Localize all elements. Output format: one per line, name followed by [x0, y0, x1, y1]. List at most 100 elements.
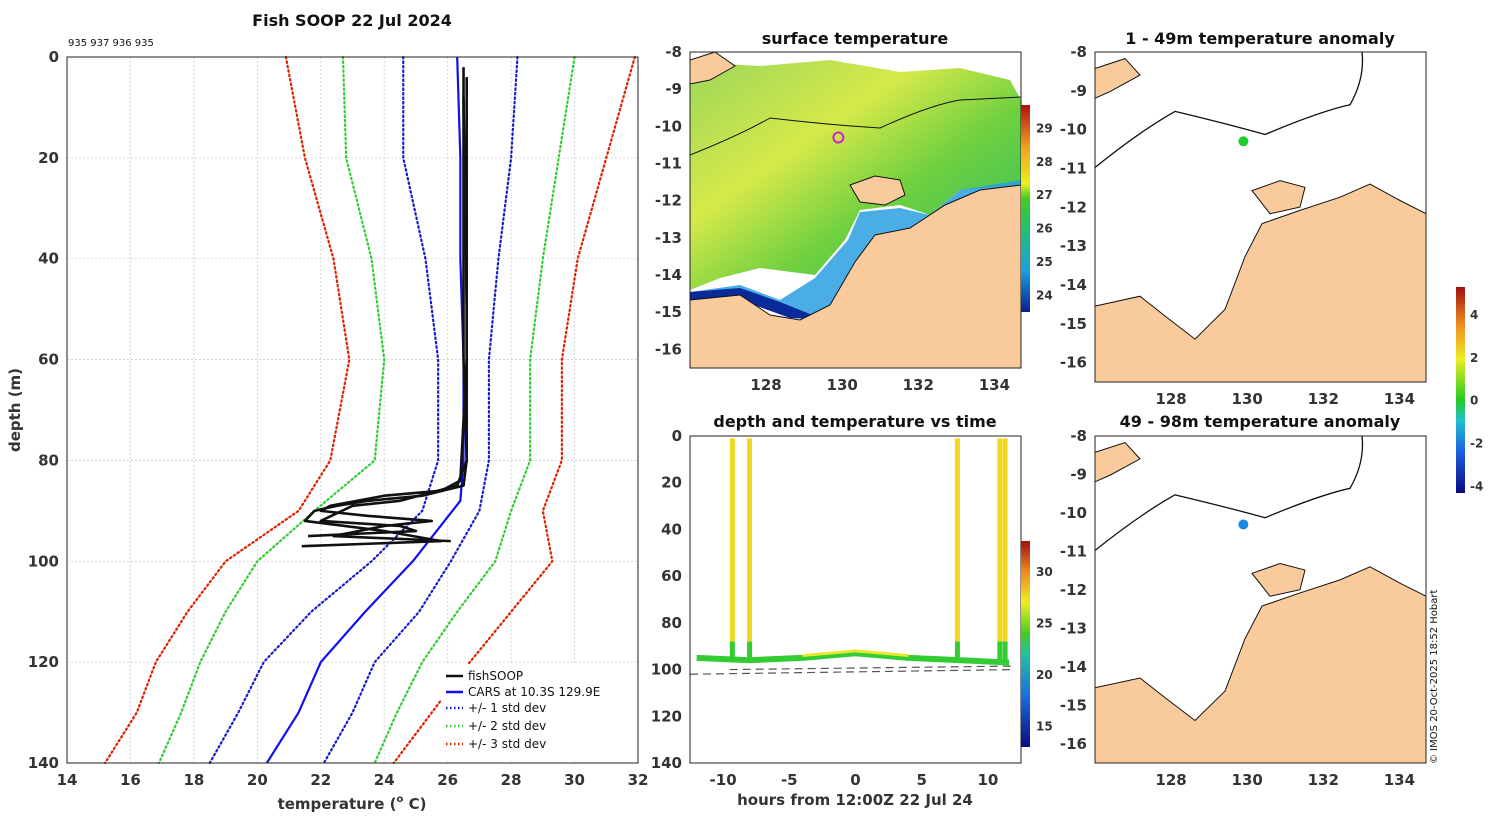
- depth-time-bottom-track-warm: [802, 649, 909, 658]
- profile-ylabel: depth (m): [6, 368, 24, 452]
- depth-time-colorbar-tick-label: 20: [1036, 668, 1053, 682]
- anomaly-1-49-shelf-contour: [1094, 51, 1364, 169]
- anomaly-colorbar-tick-label: -2: [1470, 437, 1483, 451]
- sst-y-tick-label: -14: [655, 266, 682, 284]
- profile-series--2-std-dev: [373, 55, 576, 765]
- sst-y-tick-label: -12: [655, 192, 682, 210]
- legend-std2: +/- 2 std dev: [468, 719, 546, 733]
- depth-time-y-tick-label: 100: [651, 661, 682, 679]
- sst-colorbar-tick-label: 24: [1036, 288, 1053, 302]
- anomaly-1-49-x-tick-label: 132: [1308, 390, 1339, 408]
- anomaly-1-49-y-tick-label: -9: [1070, 82, 1087, 100]
- anomaly-49-98-y-tick-label: -14: [1060, 658, 1087, 676]
- profile-x-tick-label: 26: [437, 771, 458, 789]
- profile-series-fishsoop: [319, 77, 469, 543]
- profile-x-tick-label: 24: [374, 771, 395, 789]
- sst-shelf-contour: [690, 96, 1021, 156]
- depth-time-x-tick-label: 10: [977, 771, 998, 789]
- depth-time-title: depth and temperature vs time: [713, 412, 996, 431]
- depth-time-y-tick-label: 120: [651, 707, 682, 725]
- anomaly-49-98-title: 49 - 98m temperature anomaly: [1120, 412, 1401, 431]
- sst-y-tick-label: -10: [655, 117, 682, 135]
- sst-colorbar-tick-label: 25: [1036, 255, 1053, 269]
- sst-y-tick-label: -8: [665, 43, 682, 61]
- anomaly-1-49-y-tick-label: -12: [1060, 198, 1087, 216]
- anomaly-49-98-x-tick-label: 130: [1232, 771, 1263, 789]
- anomaly-colorbar-tick-label: 2: [1470, 351, 1478, 365]
- profile-y-tick-label: 60: [38, 351, 59, 369]
- sst-map-panel: surface temperature: [655, 29, 1053, 394]
- profile-series--2-std-dev: [157, 55, 386, 765]
- anomaly-49-98-y-tick-label: -10: [1060, 504, 1087, 522]
- anomaly-49-98-x-tick-label: 128: [1155, 771, 1186, 789]
- profile-x-tick-label: 28: [501, 771, 522, 789]
- anomaly-1-49-island: [1251, 180, 1306, 215]
- anomaly-colorbar-tick-label: 0: [1470, 394, 1478, 408]
- anomaly-1-49-x-tick-label: 128: [1155, 390, 1186, 408]
- depth-time-y-tick-label: 140: [651, 754, 682, 772]
- profile-series-fishsoop: [308, 97, 469, 538]
- depth-time-bottom-line: [689, 668, 1015, 675]
- profile-y-tick-label: 140: [28, 754, 59, 772]
- profile-x-tick-label: 30: [564, 771, 585, 789]
- depth-time-panel: depth and temperature vs time -10 -5 0 5 100…: [651, 412, 1053, 809]
- sst-x-tick-label: 134: [979, 376, 1010, 394]
- anomaly-49-98-y-tick-label: -13: [1060, 619, 1087, 637]
- sst-y-tick-label: -9: [665, 80, 682, 98]
- profile-y-tick-label: 0: [49, 48, 59, 66]
- sst-island: [849, 175, 906, 206]
- anomaly-49-98-anomaly-point: [1238, 519, 1249, 530]
- profile-axes-box: [66, 56, 639, 764]
- anomaly-1-49-y-tick-label: -15: [1060, 315, 1087, 333]
- sst-colorbar-tick-label: 29: [1036, 121, 1053, 135]
- depth-time-y-tick-label: 80: [661, 614, 682, 632]
- profile-x-tick-label: 22: [310, 771, 331, 789]
- anomaly-1-49-y-tick-label: -16: [1060, 354, 1087, 372]
- sst-title: surface temperature: [762, 29, 949, 48]
- profile-series--1-std-dev: [208, 55, 440, 765]
- depth-time-x-tick-label: -5: [781, 771, 798, 789]
- sst-y-tick-label: -15: [655, 303, 682, 321]
- profile-x-tick-label: 20: [247, 771, 268, 789]
- profile-series--3-std-dev: [103, 55, 351, 765]
- anomaly-49-98-y-tick-label: -11: [1060, 542, 1087, 560]
- anomaly-49-98-panel: 49 - 98m temperature anomaly 128 130 132 13…: [1060, 287, 1483, 789]
- sst-colorbar-tick-label: 26: [1036, 222, 1053, 236]
- anomaly-colorbar-tick-label: -4: [1470, 480, 1483, 494]
- anomaly-1-49-y-tick-label: -11: [1060, 159, 1087, 177]
- profile-series--3-std-dev: [392, 55, 636, 765]
- profile-series-cars-at-10-3s-129-9e: [265, 56, 465, 764]
- sst-north-land: [690, 52, 736, 85]
- anomaly-1-49-y-tick-label: -8: [1070, 43, 1087, 61]
- anomaly-49-98-y-tick-label: -9: [1070, 465, 1087, 483]
- sst-land: [690, 184, 1021, 368]
- profile-series--1-std-dev: [322, 55, 519, 765]
- anomaly-1-49-panel: 1 - 49m temperature anomaly 128 130 132 134…: [1060, 29, 1427, 408]
- anomaly-49-98-y-tick-label: -15: [1060, 696, 1087, 714]
- anomaly-1-49-x-tick-label: 134: [1384, 390, 1415, 408]
- profile-x-tick-label: 16: [120, 771, 141, 789]
- profile-subtitle: 935 937 936 935: [68, 38, 154, 49]
- profile-y-tick-label: 120: [28, 653, 59, 671]
- depth-time-x-tick-label: 5: [916, 771, 926, 789]
- anomaly-colorbar-tick-label: 4: [1470, 308, 1478, 322]
- legend-fishsoop: fishSOOP: [468, 669, 523, 683]
- depth-time-bottom-line: [729, 665, 1015, 671]
- profile-panel: Fish SOOP 22 Jul 2024 935 937 936 935 14…: [6, 11, 648, 813]
- imos-credit: © IMOS 20-Oct-2025 18:52 Hobart: [1429, 589, 1440, 764]
- anomaly-1-49-y-tick-label: -13: [1060, 237, 1087, 255]
- profile-x-tick-label: 18: [183, 771, 204, 789]
- sst-field: [690, 60, 1021, 290]
- sst-colorbar-tick-label: 28: [1036, 155, 1053, 169]
- depth-time-x-tick-label: 0: [850, 771, 860, 789]
- anomaly-49-98-x-tick-label: 134: [1384, 771, 1415, 789]
- depth-time-colorbar: [1021, 541, 1030, 747]
- anomaly-49-98-island: [1251, 563, 1306, 597]
- legend-std1: +/- 1 std dev: [468, 701, 546, 715]
- anomaly-1-49-axes-box: [1094, 51, 1427, 383]
- legend-cars: CARS at 10.3S 129.9E: [468, 685, 600, 699]
- profile-y-tick-label: 20: [38, 149, 59, 167]
- anomaly-49-98-x-tick-label: 132: [1308, 771, 1339, 789]
- anomaly-1-49-y-tick-label: -10: [1060, 121, 1087, 139]
